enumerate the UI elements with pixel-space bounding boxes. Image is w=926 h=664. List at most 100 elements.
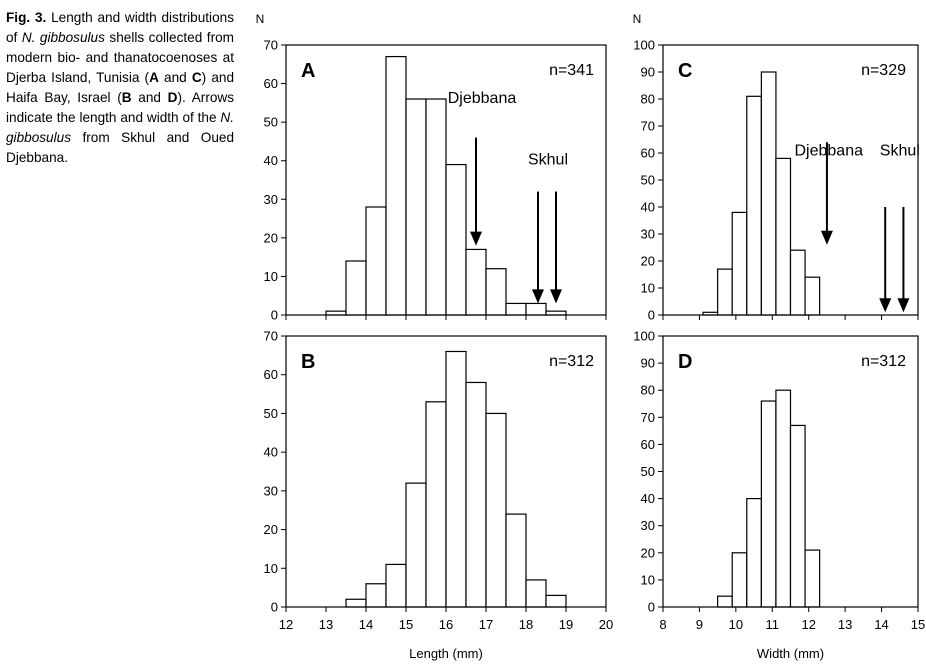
histogram-bar: [405, 482, 427, 608]
y-tick-label: 0: [648, 308, 655, 323]
x-axis-label: Length (mm): [409, 646, 483, 661]
annotation-djebbana: Djebbana: [795, 142, 863, 245]
y-tick-label: 40: [641, 491, 655, 506]
histogram-bar: [445, 350, 467, 608]
histogram-bar: [365, 583, 387, 608]
panel-label: C: [678, 60, 692, 82]
histogram-bar: [804, 276, 821, 316]
y-tick-label: 100: [633, 38, 655, 53]
y-tick-label: 0: [648, 600, 655, 615]
sample-size-label: n=341: [549, 62, 594, 79]
y-tick-label: 70: [641, 119, 655, 134]
histogram-bar: [505, 513, 527, 608]
x-tick-label: 15: [399, 617, 413, 632]
histogram-bar: [345, 598, 367, 608]
y-tick-label: 70: [264, 329, 278, 344]
annotation-arrow-head: [470, 231, 482, 246]
y-tick-label: 50: [641, 173, 655, 188]
caption-panel-ref: C: [191, 70, 202, 85]
histogram-bar: [789, 424, 806, 608]
annotation-label: Djebbana: [448, 90, 517, 107]
caption-text: and: [158, 70, 192, 85]
annotation-arrow-head: [532, 289, 544, 304]
y-tick-label: 100: [633, 329, 655, 344]
annotation-arrow-head: [879, 298, 892, 313]
y-tick-label: 60: [641, 437, 655, 452]
y-tick-label: 10: [641, 572, 655, 587]
y-tick-label: 30: [264, 192, 278, 207]
y-tick-label: 60: [264, 367, 278, 382]
histogram-bar: [746, 498, 762, 608]
y-tick-label: 90: [641, 65, 655, 80]
annotation-label: Skhul: [528, 152, 568, 169]
panel-label: A: [301, 60, 315, 82]
histogram-panel-b: 0 10 20 30 40 50 60 70 12 13 14 15 16 17 18 19 20 Length …: [264, 329, 614, 662]
histogram-bar: [505, 302, 527, 316]
histogram-bar: [545, 594, 567, 608]
y-tick-label: 40: [641, 200, 655, 215]
y-tick-label: 80: [641, 383, 655, 398]
y-axis-label: N: [633, 12, 642, 26]
x-tick-label: 17: [479, 617, 493, 632]
sample-size-label: n=312: [549, 353, 594, 370]
y-tick-label: 60: [641, 146, 655, 161]
annotation-arrow-head: [550, 289, 562, 304]
caption-text: shells collected from modern bio- and th…: [6, 30, 234, 85]
y-tick-label: 70: [641, 410, 655, 425]
histogram-bar: [804, 549, 821, 608]
x-tick-label: 12: [279, 617, 293, 632]
histogram-bar: [731, 211, 748, 316]
caption-text: from Skhul and Oued Djebbana.: [6, 130, 234, 165]
x-tick-label: 18: [519, 617, 533, 632]
sample-size-label: n=312: [861, 353, 906, 370]
y-axis-label: N: [256, 12, 265, 26]
y-tick-label: 20: [264, 230, 278, 245]
annotation-arrow-head: [820, 230, 833, 245]
x-tick-label: 8: [659, 617, 666, 632]
y-tick-label: 0: [271, 308, 278, 323]
x-tick-label: 14: [359, 617, 373, 632]
histogram-panel-a: 0 10 20 30 40 50 60 70 N A n=341 Djebbana Skhul: [256, 12, 607, 323]
annotation-label: Skhul: [880, 143, 920, 160]
histogram-bar: [760, 71, 777, 316]
histogram-bar: [485, 412, 507, 608]
x-tick-label: 10: [729, 617, 743, 632]
histogram-bar: [525, 579, 547, 608]
caption-fig-label: Fig. 3.: [6, 10, 47, 25]
x-axis-label: Width (mm): [757, 646, 824, 661]
caption-panel-ref: B: [121, 90, 132, 105]
sample-size-label: n=329: [861, 62, 906, 79]
y-tick-label: 80: [641, 92, 655, 107]
histogram-bar: [760, 400, 777, 608]
y-tick-label: 40: [264, 445, 278, 460]
y-tick-label: 30: [641, 227, 655, 242]
histogram-bar: [717, 595, 733, 608]
histogram-bar: [445, 163, 467, 316]
histogram-bar: [775, 157, 792, 316]
histogram-bar: [465, 381, 487, 608]
caption-text: ) and Haifa Bay, Israel (: [6, 70, 235, 105]
histogram-bar: [465, 248, 487, 316]
panel-label: B: [301, 351, 315, 373]
annotation-djebbana: Djebbana: [448, 90, 517, 246]
panel-label: D: [678, 351, 692, 373]
histogram-bar: [425, 401, 447, 608]
x-tick-label: 15: [911, 617, 925, 632]
y-tick-label: 20: [264, 522, 278, 537]
x-tick-label: 13: [319, 617, 333, 632]
histogram-bar: [775, 389, 792, 608]
caption-text: and: [131, 90, 168, 105]
y-tick-label: 50: [641, 464, 655, 479]
caption-panel-ref: A: [149, 70, 159, 85]
histogram-bar: [731, 552, 748, 608]
histogram-bar: [365, 206, 387, 316]
x-tick-label: 20: [599, 617, 613, 632]
y-tick-label: 50: [264, 406, 278, 421]
y-tick-label: 10: [264, 269, 278, 284]
caption-species: N. gibbosulus: [6, 110, 234, 145]
caption-species: N. gibbosulus: [21, 30, 105, 45]
caption-panel-ref: D: [167, 90, 178, 105]
histogram-bar: [345, 260, 367, 316]
histogram-bar: [385, 563, 407, 608]
